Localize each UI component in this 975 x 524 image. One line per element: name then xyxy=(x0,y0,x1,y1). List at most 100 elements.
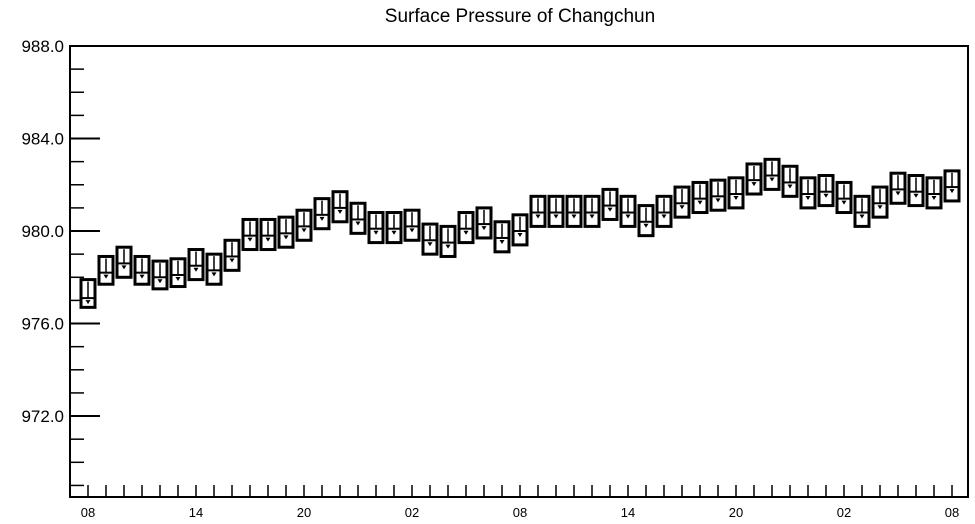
x-tick-label: 08 xyxy=(81,505,95,520)
box-mark xyxy=(277,215,295,249)
box-mark xyxy=(907,174,925,208)
box-value-marker xyxy=(949,189,955,194)
box-value-marker xyxy=(877,205,883,210)
box-value-marker xyxy=(697,200,703,205)
box-value-marker xyxy=(193,267,199,272)
box-value-marker xyxy=(787,184,793,189)
box-mark xyxy=(637,204,655,238)
box-mark xyxy=(781,164,799,198)
y-tick-label: 984.0 xyxy=(21,130,64,149)
box-value-marker xyxy=(301,228,307,233)
box-mark xyxy=(709,178,727,212)
box-mark xyxy=(223,238,241,272)
box-mark xyxy=(889,171,907,205)
box-mark xyxy=(187,248,205,282)
box-mark xyxy=(313,197,331,231)
box-value-marker xyxy=(229,258,235,263)
box-mark xyxy=(529,194,547,228)
x-tick-label: 14 xyxy=(189,505,203,520)
box-mark xyxy=(547,194,565,228)
box-value-marker xyxy=(175,276,181,281)
box-mark xyxy=(853,194,871,228)
box-value-marker xyxy=(679,205,685,210)
box-value-marker xyxy=(283,235,289,240)
box-value-marker xyxy=(355,221,361,226)
box-value-marker xyxy=(319,216,325,221)
box-value-marker xyxy=(733,196,739,201)
box-value-marker xyxy=(607,207,613,212)
x-tick-label: 02 xyxy=(837,505,851,520)
box-value-marker xyxy=(895,191,901,196)
box-value-marker xyxy=(841,200,847,205)
box-mark xyxy=(763,157,781,191)
box-value-marker xyxy=(121,265,127,270)
box-value-marker xyxy=(391,230,397,235)
box-mark xyxy=(583,194,601,228)
box-mark xyxy=(691,180,709,215)
box-value-marker xyxy=(751,182,757,187)
box-value-marker xyxy=(535,214,541,219)
x-tick-label: 08 xyxy=(945,505,959,520)
y-tick-label: 976.0 xyxy=(21,315,64,334)
box-mark xyxy=(295,208,313,242)
box-value-marker xyxy=(427,242,433,247)
box-value-marker xyxy=(445,244,451,249)
box-mark xyxy=(799,176,817,210)
box-value-marker xyxy=(715,198,721,203)
box-mark xyxy=(457,211,475,245)
box-value-marker xyxy=(859,214,865,219)
box-mark xyxy=(241,217,259,252)
box-mark xyxy=(871,185,889,219)
box-mark xyxy=(565,194,583,228)
box-mark xyxy=(655,194,673,228)
box-mark xyxy=(367,211,385,245)
y-tick-label: 972.0 xyxy=(21,407,64,426)
box-mark xyxy=(97,254,115,286)
box-mark xyxy=(943,169,961,203)
box-value-marker xyxy=(571,214,577,219)
box-value-marker xyxy=(103,274,109,279)
box-value-marker xyxy=(373,230,379,235)
box-value-marker xyxy=(463,230,469,235)
x-tick-label: 20 xyxy=(729,505,743,520)
box-value-marker xyxy=(661,214,667,219)
box-mark xyxy=(79,278,97,309)
box-mark xyxy=(475,206,493,240)
box-mark xyxy=(169,257,187,289)
box-value-marker xyxy=(139,274,145,279)
x-tick-label: 02 xyxy=(405,505,419,520)
box-mark xyxy=(151,259,169,291)
x-tick-label: 14 xyxy=(621,505,635,520)
plot-frame xyxy=(69,45,969,498)
box-mark xyxy=(331,190,349,224)
x-tick-label: 08 xyxy=(513,505,527,520)
box-mark xyxy=(133,254,151,286)
box-mark xyxy=(601,187,619,221)
box-mark xyxy=(385,211,403,245)
box-value-marker xyxy=(247,237,253,242)
box-mark xyxy=(817,174,835,208)
box-value-marker xyxy=(553,214,559,219)
axes: 972.0 976.0 980.0 984.0 988.0 08 14 20 02 08 14 20 0… xyxy=(21,37,969,520)
y-tick-label: 980.0 xyxy=(21,222,64,241)
box-mark xyxy=(493,220,511,254)
box-value-marker xyxy=(823,193,829,198)
box-value-marker xyxy=(337,209,343,214)
box-mark xyxy=(115,245,133,279)
box-value-marker xyxy=(211,272,217,277)
box-value-marker xyxy=(499,239,505,244)
chart-title: Surface Pressure of Changchun xyxy=(385,6,655,27)
box-mark xyxy=(619,194,637,228)
box-value-marker xyxy=(643,223,649,228)
box-mark xyxy=(439,224,457,258)
box-value-marker xyxy=(769,177,775,182)
box-value-marker xyxy=(157,279,163,284)
box-mark xyxy=(727,176,745,210)
box-value-marker xyxy=(625,214,631,219)
box-mark xyxy=(205,252,223,286)
box-value-marker xyxy=(931,196,937,201)
box-value-marker xyxy=(517,233,523,238)
box-mark xyxy=(421,222,439,256)
x-tick-label: 20 xyxy=(297,505,311,520)
